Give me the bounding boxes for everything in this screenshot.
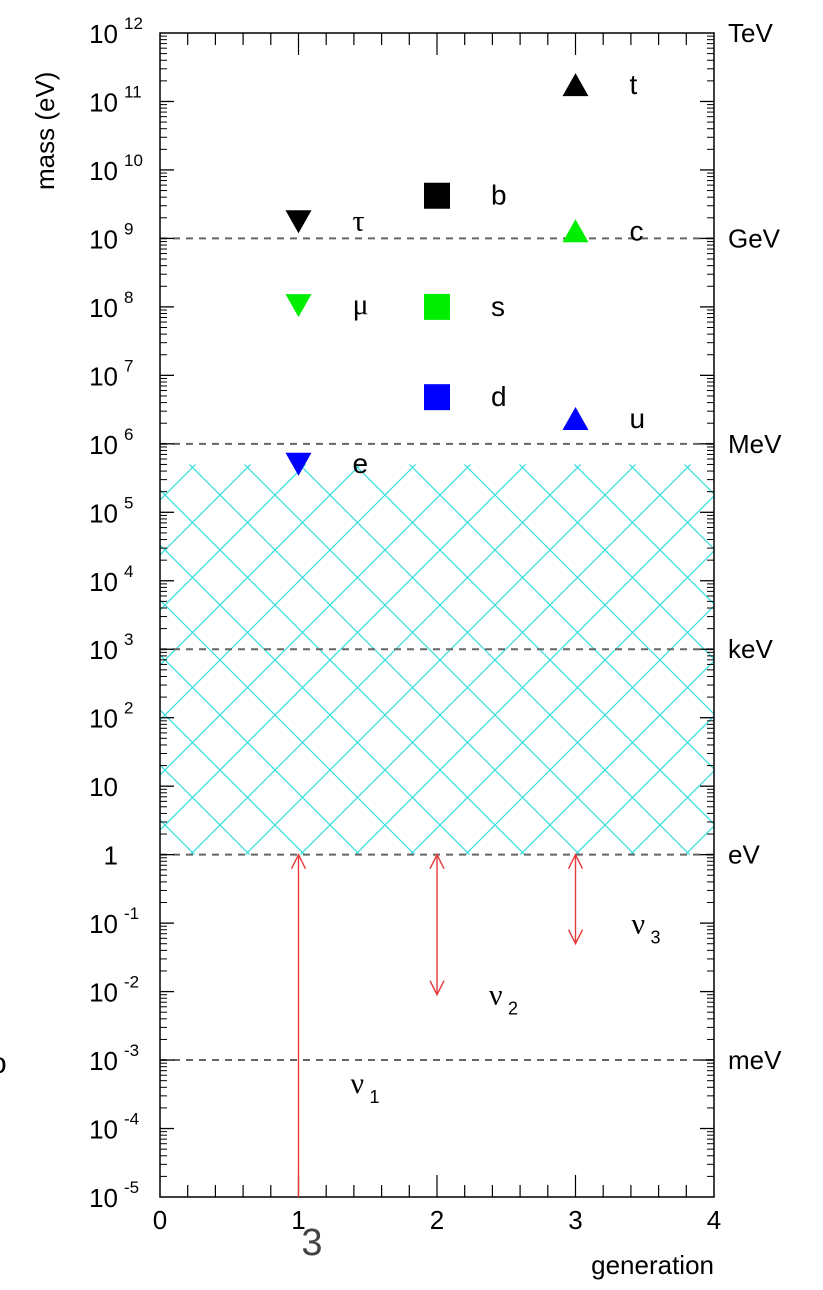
particle-label-e: e — [353, 448, 369, 479]
y-tick-exponent: 8 — [124, 288, 133, 307]
unit-label-MeV: MeV — [728, 429, 782, 459]
stray-mark: o — [0, 1047, 7, 1080]
y-tick-base: 10 — [89, 224, 118, 254]
marker-τ — [285, 210, 312, 234]
neutrino-arrow-head-up — [429, 853, 445, 869]
neutrino-arrow-head-up — [290, 853, 307, 869]
y-tick-base: 10 — [89, 19, 118, 49]
y-tick-base: 10 — [89, 978, 118, 1008]
y-tick-exponent: -5 — [124, 1178, 139, 1197]
page-number: 3 — [301, 1222, 322, 1264]
marker-μ — [285, 294, 312, 318]
x-tick-label: 4 — [707, 1205, 721, 1235]
particle-label-μ: μ — [353, 288, 369, 321]
y-tick-base: 10 — [89, 567, 118, 597]
y-tick-exponent: 6 — [124, 425, 133, 444]
unit-labels: TeV GeV MeV keV eV meV — [728, 18, 782, 1075]
y-tick-base: 10 — [89, 361, 118, 391]
particle-label-d: d — [491, 381, 507, 412]
y-tick-base: 10 — [89, 1115, 118, 1145]
particle-label-τ: τ — [353, 204, 365, 237]
y-tick-exponent: 3 — [124, 630, 133, 649]
y-tick-exponent: 2 — [124, 699, 133, 718]
y-tick-exponent: -1 — [124, 904, 139, 923]
neutrino-arrow-head-up — [567, 853, 584, 869]
y-tick-exponent: -4 — [124, 1110, 139, 1129]
neutrino-subscript-2: 2 — [508, 998, 518, 1018]
y-tick-base: 10 — [89, 909, 118, 939]
y-tick-exponent: 5 — [124, 493, 133, 512]
particle-label-s: s — [491, 291, 505, 322]
neutrino-arrow-head-down — [567, 929, 584, 946]
particle-markers — [285, 73, 589, 476]
y-tick-base: 10 — [89, 430, 118, 460]
neutrino-label-1: ν — [351, 1067, 365, 1100]
y-tick-exponent: 11 — [124, 82, 142, 101]
unit-label-eV: eV — [728, 840, 760, 870]
y-tick-base: 10 — [89, 156, 118, 186]
marker-b — [424, 182, 450, 209]
dashed-lines-layer — [160, 237, 714, 1062]
excluded-region-layer — [160, 464, 714, 855]
neutrino-arrow-head-down — [429, 980, 445, 997]
y-tick-exponent: -3 — [124, 1041, 139, 1060]
neutrino-subscript-3: 3 — [651, 928, 661, 948]
unit-label-GeV: GeV — [728, 223, 781, 253]
x-axis-title: generation — [591, 1250, 714, 1280]
marker-t — [562, 73, 589, 97]
y-axis-title: mass (eV) — [30, 72, 60, 190]
x-tick-label: 3 — [568, 1205, 582, 1235]
y-tick-base: 10 — [89, 635, 118, 665]
y-tick-base: 10 — [89, 87, 118, 117]
excluded-region — [160, 464, 714, 855]
y-tick-base: 10 — [89, 1046, 118, 1076]
y-tick-exponent: 4 — [124, 562, 133, 581]
marker-u — [562, 407, 589, 431]
y-tick-base: 10 — [89, 498, 118, 528]
neutrino-arrows — [290, 853, 584, 1197]
particle-label-c: c — [630, 215, 644, 246]
unit-label-keV: keV — [728, 634, 773, 664]
neutrino-label-2: ν — [489, 978, 503, 1011]
y-tick-exponent: 7 — [124, 356, 133, 375]
y-tick-base: 10 — [89, 293, 118, 323]
particle-label-b: b — [491, 180, 507, 211]
marker-s — [424, 293, 450, 320]
y-tick-base: 10 — [89, 704, 118, 734]
unit-label-TeV: TeV — [728, 18, 773, 48]
y-tick-base: 1 — [104, 841, 118, 871]
y-tick-exponent: 9 — [124, 219, 133, 238]
unit-label-meV: meV — [728, 1045, 782, 1075]
particle-label-u: u — [630, 403, 646, 434]
neutrino-subscript-1: 1 — [370, 1087, 380, 1107]
x-tick-label: 2 — [430, 1205, 444, 1235]
x-tick-labels: 0 1 2 3 4 — [153, 1205, 721, 1235]
y-tick-exponent: -2 — [124, 973, 139, 992]
tick-marks-layer — [160, 33, 714, 1197]
y-tick-base: 10 — [89, 1183, 118, 1213]
marker-d — [424, 384, 450, 411]
marker-c — [562, 219, 589, 243]
x-tick-label: 0 — [153, 1205, 167, 1235]
y-tick-base: 10 — [89, 772, 118, 802]
y-tick-exponent: 12 — [124, 14, 143, 33]
marker-e — [285, 452, 312, 476]
neutrino-label-3: ν — [632, 908, 646, 941]
particle-label-t: t — [630, 69, 638, 100]
x-tick-label: 1 — [291, 1205, 305, 1235]
y-tick-exponent: 10 — [124, 151, 143, 170]
y-tick-labels: 10 12 10 11 10 10 10 9 10 8 10 7 10 6 10 5 10 4 10 3 10 2 10 1 1… — [89, 14, 143, 1213]
